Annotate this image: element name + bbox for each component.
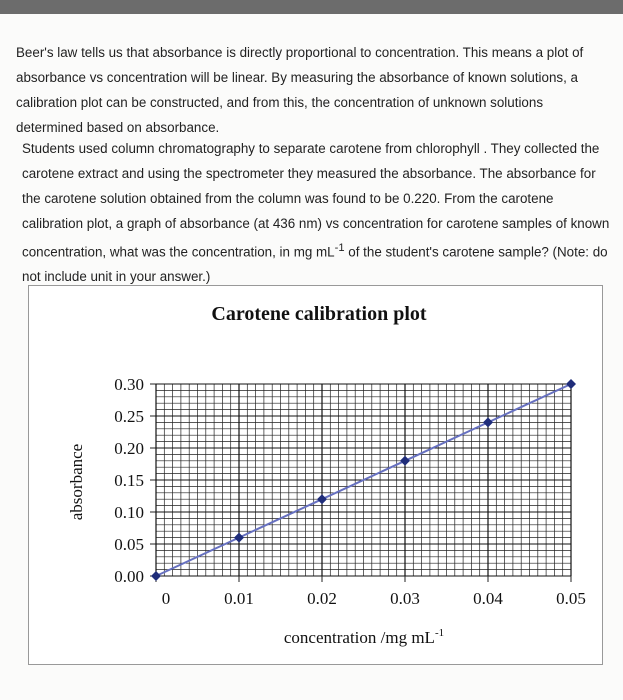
data-point — [234, 532, 244, 543]
data-line — [155, 383, 572, 577]
x-tick-label: 0.02 — [307, 589, 337, 608]
x-axis-label-sup: -1 — [435, 627, 444, 639]
x-axis-label-text: concentration /mg mL — [284, 628, 435, 647]
chart-box: Carotene calibration plot absorbance con… — [28, 285, 603, 665]
text: Students used column chromatography to s… — [22, 141, 610, 260]
x-axis-label: concentration /mg mL-1 — [284, 627, 444, 647]
text: of the student's carotene sample? (Note:… — [22, 244, 608, 285]
data-point — [566, 379, 576, 389]
x-tick-label: 0.05 — [556, 589, 586, 608]
y-tick-label: 0.30 — [114, 375, 144, 394]
y-tick-label: 0.00 — [114, 567, 144, 586]
paragraph: Students used column chromatography to s… — [22, 136, 610, 289]
x-tick-label: 0.04 — [473, 589, 503, 608]
top-bar — [0, 0, 623, 14]
y-tick-label: 0.25 — [114, 407, 144, 426]
x-tick-label: 0.03 — [390, 589, 420, 608]
chart: Carotene calibration plot absorbance con… — [67, 303, 586, 647]
y-tick-label: 0.20 — [114, 439, 144, 458]
x-tick-label: 0 — [162, 589, 171, 608]
y-tick-label: 0.05 — [114, 535, 144, 554]
superscript: -1 — [334, 242, 345, 254]
y-tick-label: 0.15 — [114, 471, 144, 490]
chart-title: Carotene calibration plot — [211, 303, 427, 325]
x-tick-label: 0.01 — [224, 589, 254, 608]
y-axis-label: absorbance — [67, 444, 86, 520]
data-point — [151, 571, 161, 581]
data-point — [400, 455, 410, 466]
data-point — [317, 494, 327, 505]
y-tick-label: 0.10 — [114, 503, 144, 522]
data-point — [483, 417, 493, 428]
paragraph: Beer's law tells us that absorbance is d… — [16, 45, 584, 135]
